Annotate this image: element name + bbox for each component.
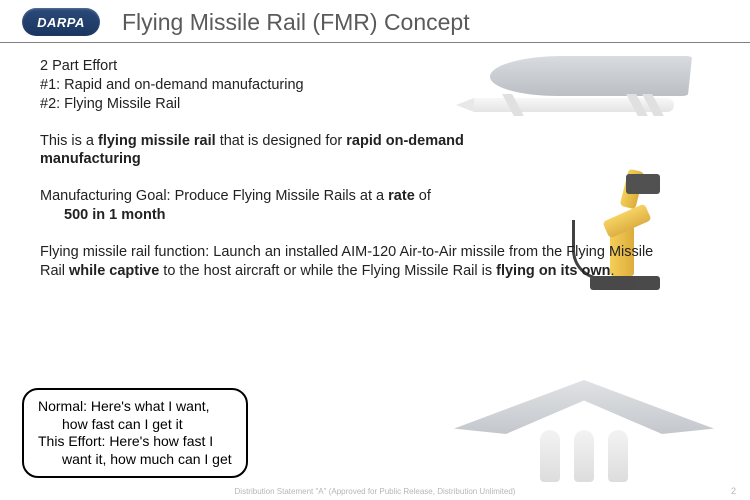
distribution-statement: Distribution Statement "A" (Approved for… xyxy=(0,487,750,496)
goal-bold-2: 500 in 1 month xyxy=(40,206,166,225)
callout-effort-line2: want it, how much can I get xyxy=(38,451,232,469)
desc-pre: This is a xyxy=(40,133,98,149)
effort-heading: 2 Part Effort xyxy=(40,57,720,76)
effort-block: 2 Part Effort #1: Rapid and on-demand ma… xyxy=(40,57,720,114)
slide-title: Flying Missile Rail (FMR) Concept xyxy=(122,9,470,36)
goal-block: Manufacturing Goal: Produce Flying Missi… xyxy=(40,187,480,225)
goal-pre: Manufacturing Goal: Produce Flying Missi… xyxy=(40,188,388,204)
callout-effort-line1: This Effort: Here's how fast I xyxy=(38,433,232,451)
darpa-logo: DARPA xyxy=(22,8,100,36)
goal-mid: of xyxy=(415,188,431,204)
flying-wing-illustration xyxy=(454,362,714,482)
func-bold-1: while captive xyxy=(69,263,159,279)
slide-header: DARPA Flying Missile Rail (FMR) Concept xyxy=(0,0,750,43)
page-number: 2 xyxy=(731,486,736,496)
desc-mid: that is designed for xyxy=(216,133,347,149)
callout-normal-line2: how fast can I get it xyxy=(38,416,232,434)
callout-normal-line1: Normal: Here's what I want, xyxy=(38,398,232,416)
description-block: This is a flying missile rail that is de… xyxy=(40,132,480,170)
function-block: Flying missile rail function: Launch an … xyxy=(40,243,680,281)
func-mid: to the host aircraft or while the Flying… xyxy=(159,263,496,279)
func-post: . xyxy=(611,263,615,279)
desc-bold-1: flying missile rail xyxy=(98,133,216,149)
func-bold-2: flying on its own xyxy=(496,263,610,279)
slide-body: 2 Part Effort #1: Rapid and on-demand ma… xyxy=(0,43,750,281)
effort-item-1: #1: Rapid and on-demand manufacturing xyxy=(40,76,720,95)
goal-bold-1: rate xyxy=(388,188,415,204)
comparison-callout: Normal: Here's what I want, how fast can… xyxy=(22,388,248,478)
effort-item-2: #2: Flying Missile Rail xyxy=(40,95,720,114)
logo-text: DARPA xyxy=(37,15,85,30)
